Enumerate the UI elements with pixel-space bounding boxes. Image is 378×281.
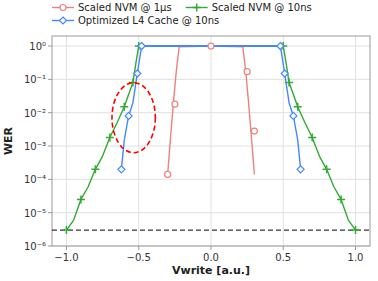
legend-item: Scaled NVM @ 1μs — [52, 2, 172, 13]
legend-label: Scaled NVM @ 1μs — [78, 2, 172, 13]
grid-line-y — [52, 146, 370, 147]
grid-line-y — [52, 112, 370, 113]
tick-label-y: 10⁻⁵ — [24, 208, 46, 219]
series — [121, 46, 300, 169]
legend-label: Optimized L4 Cache @ 10ns — [78, 15, 219, 26]
series-markers — [62, 42, 359, 234]
marker-diamond — [60, 17, 67, 24]
tick-y — [48, 146, 52, 147]
tick-label-x: 0.5 — [275, 252, 291, 263]
marker-plus — [337, 195, 345, 203]
tick-y — [48, 112, 52, 113]
marker-plus — [91, 165, 99, 173]
grid-line-y — [52, 179, 370, 180]
marker-diamond — [134, 70, 141, 77]
marker-plus — [294, 103, 302, 111]
tick-y — [48, 46, 52, 47]
marker-plus — [77, 195, 85, 203]
tick-x — [66, 246, 67, 250]
marker-plus — [352, 226, 360, 234]
grid-line-y — [52, 212, 370, 213]
marker-diamond — [118, 166, 125, 173]
marker-plus — [285, 79, 293, 87]
series-line — [66, 46, 355, 230]
tick-x — [355, 246, 356, 250]
series-line — [121, 46, 300, 169]
plot-frame — [52, 36, 370, 246]
tick-y — [48, 212, 52, 213]
marker-plus — [106, 134, 114, 142]
marker-diamond — [281, 70, 288, 77]
series-markers — [118, 43, 304, 173]
tick-label-x: 0.0 — [203, 252, 219, 263]
marker-diamond — [125, 112, 132, 119]
tick-label-y: 10⁻⁴ — [24, 174, 46, 185]
series-line — [168, 46, 255, 174]
tick-x — [283, 246, 284, 250]
tick-y — [48, 79, 52, 80]
tick-label-y: 10⁻⁶ — [24, 241, 46, 252]
marker-circle — [244, 69, 250, 75]
marker-diamond — [277, 43, 284, 50]
marker-plus — [193, 4, 201, 12]
marker-plus — [323, 165, 331, 173]
x-axis-label: Vwrite [a.u.] — [172, 264, 250, 277]
page: {"chart_data": { "type": "line", "x_labe… — [0, 0, 378, 281]
series — [66, 46, 355, 230]
marker-circle — [165, 171, 171, 177]
marker-circle — [60, 5, 66, 11]
legend-item: Optimized L4 Cache @ 10ns — [52, 15, 219, 26]
marker-circle — [208, 43, 214, 49]
reference-line — [52, 230, 370, 231]
marker-circle — [251, 128, 257, 134]
tick-label-y: 10⁰ — [29, 41, 46, 52]
grid-line-x — [66, 36, 67, 246]
tick-label-y: 10⁻² — [24, 108, 46, 119]
legend-label: Scaled NVM @ 10ns — [212, 2, 312, 13]
marker-diamond — [297, 166, 304, 173]
marker-plus — [120, 103, 128, 111]
plot-data — [52, 42, 370, 234]
grid-line-y — [52, 79, 370, 80]
series-markers — [165, 43, 258, 177]
y-axis-label: WER — [2, 126, 15, 155]
tick-y — [48, 246, 52, 247]
tick-label-x: −0.5 — [127, 252, 151, 263]
marker-plus — [308, 134, 316, 142]
grid-line-x — [211, 36, 212, 246]
annotation-ellipse — [112, 83, 155, 153]
marker-circle — [172, 101, 178, 107]
tick-label-y: 10⁻³ — [24, 141, 46, 152]
legend: Scaled NVM @ 1μs Scaled NVM @ 10ns Optimiz… — [52, 2, 312, 26]
tick-label-x: 1.0 — [348, 252, 364, 263]
grid — [52, 36, 370, 246]
tick-x — [138, 246, 139, 250]
marker-diamond — [138, 43, 145, 50]
chart: −1.0 −0.5 0.0 0.5 1.0 10⁻⁶ 10⁻⁵ 10⁻⁴ 10⁻³ 10⁻² 10⁻… — [0, 0, 378, 281]
marker-plus — [62, 226, 70, 234]
tick-label-y: 10⁻¹ — [24, 74, 46, 85]
legend-item: Scaled NVM @ 10ns — [186, 2, 312, 13]
tick-label-x: −1.0 — [54, 252, 78, 263]
grid-line-x — [355, 36, 356, 246]
marker-diamond — [290, 112, 297, 119]
tick-y — [48, 179, 52, 180]
tick-x — [211, 246, 212, 250]
series — [168, 46, 255, 174]
